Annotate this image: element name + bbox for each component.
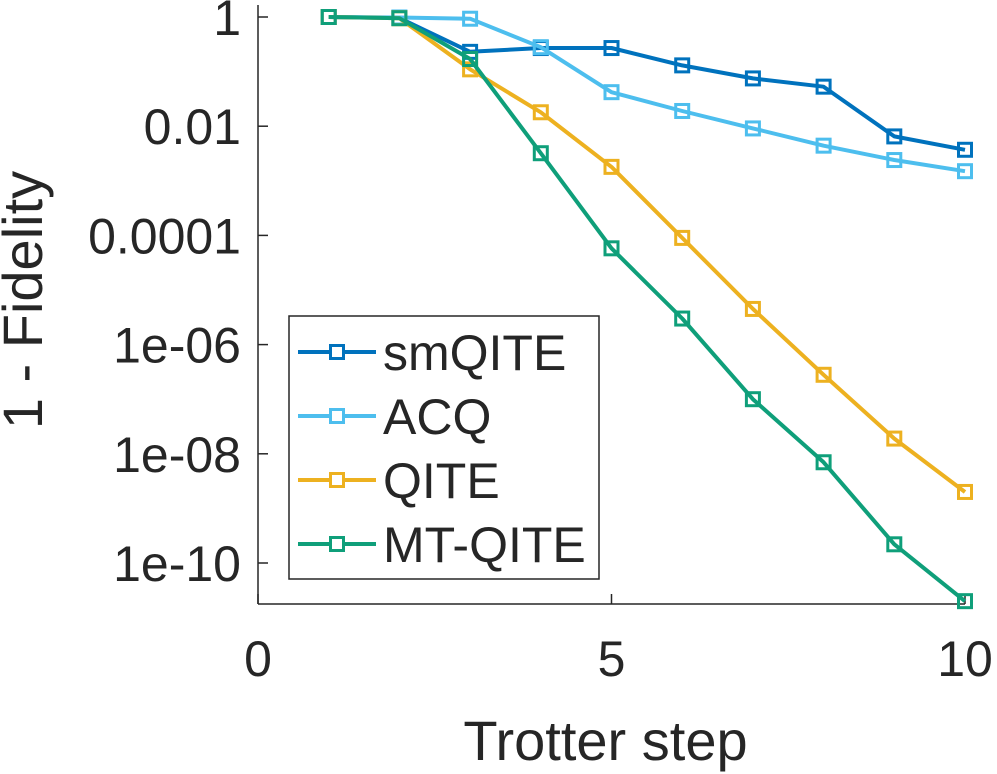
series-line-mt-qite <box>328 15 967 603</box>
data-point-mt-qite <box>744 391 761 408</box>
data-point-qite <box>886 430 903 447</box>
data-point-acq <box>462 10 479 27</box>
legend-marker <box>329 344 345 360</box>
legend-entry-qite: QITE <box>298 453 500 509</box>
y-tick-label: 1 <box>213 0 241 46</box>
legend-entry-mt-qite: MT-QITE <box>298 517 586 573</box>
legend-label: MT-QITE <box>383 517 586 573</box>
y-tick-label: 0.0001 <box>88 208 241 264</box>
data-point-mt-qite <box>462 51 479 68</box>
data-point-qite <box>603 158 620 175</box>
data-point-acq <box>744 120 761 137</box>
x-tick-label: 5 <box>598 631 626 687</box>
data-point-smqite <box>603 40 620 57</box>
legend-label: ACQ <box>383 389 491 445</box>
plot-lines <box>320 9 973 610</box>
data-point-mt-qite <box>957 593 973 610</box>
data-point-qite <box>815 366 832 383</box>
data-point-smqite <box>815 78 832 95</box>
data-point-mt-qite <box>320 9 337 25</box>
data-point-mt-qite <box>815 454 832 471</box>
data-point-qite <box>674 229 691 246</box>
data-point-acq <box>603 84 620 101</box>
data-point-qite <box>957 483 973 500</box>
y-tick-label: 1e-06 <box>113 318 241 374</box>
legend-marker <box>329 408 345 424</box>
y-tick-label: 0.01 <box>144 99 241 155</box>
axes: 0 5 10 1e-10 1e-08 1e-06 0.0001 0.01 1 <box>88 0 993 687</box>
data-point-mt-qite <box>886 536 903 553</box>
data-point-smqite <box>886 128 903 145</box>
data-point-acq <box>886 152 903 169</box>
x-tick-label: 0 <box>244 631 272 687</box>
legend-entry-smqite: smQITE <box>298 325 566 381</box>
series-mt-qite <box>320 9 973 610</box>
data-point-acq <box>957 163 973 180</box>
y-tick-label: 1e-08 <box>113 427 241 483</box>
data-point-smqite <box>674 57 691 74</box>
data-point-acq <box>815 137 832 154</box>
legend-label: QITE <box>383 453 500 509</box>
y-axis-label: 1 - Fidelity <box>0 171 54 429</box>
data-point-mt-qite <box>674 310 691 327</box>
data-point-mt-qite <box>603 240 620 257</box>
y-tick-label: 1e-10 <box>113 536 241 592</box>
series-line-qite <box>328 15 967 494</box>
legend-label: smQITE <box>383 325 566 381</box>
data-point-smqite <box>744 70 761 87</box>
legend-entry-acq: ACQ <box>298 389 491 445</box>
legend-marker <box>329 472 345 488</box>
x-tick-label: 10 <box>937 631 993 687</box>
series-line-smqite <box>328 15 966 152</box>
data-point-mt-qite <box>391 10 408 27</box>
x-axis-label: Trotter step <box>463 709 747 772</box>
series-acq <box>320 9 973 180</box>
data-point-mt-qite <box>532 145 549 162</box>
data-point-acq <box>532 39 549 56</box>
data-point-smqite <box>957 141 973 158</box>
data-point-qite <box>532 104 549 121</box>
legend: smQITE ACQ QITE MT-QITE <box>288 315 600 580</box>
data-point-qite <box>744 300 761 317</box>
legend-marker <box>329 536 345 552</box>
series-line-acq <box>328 15 966 174</box>
data-point-acq <box>674 102 691 119</box>
